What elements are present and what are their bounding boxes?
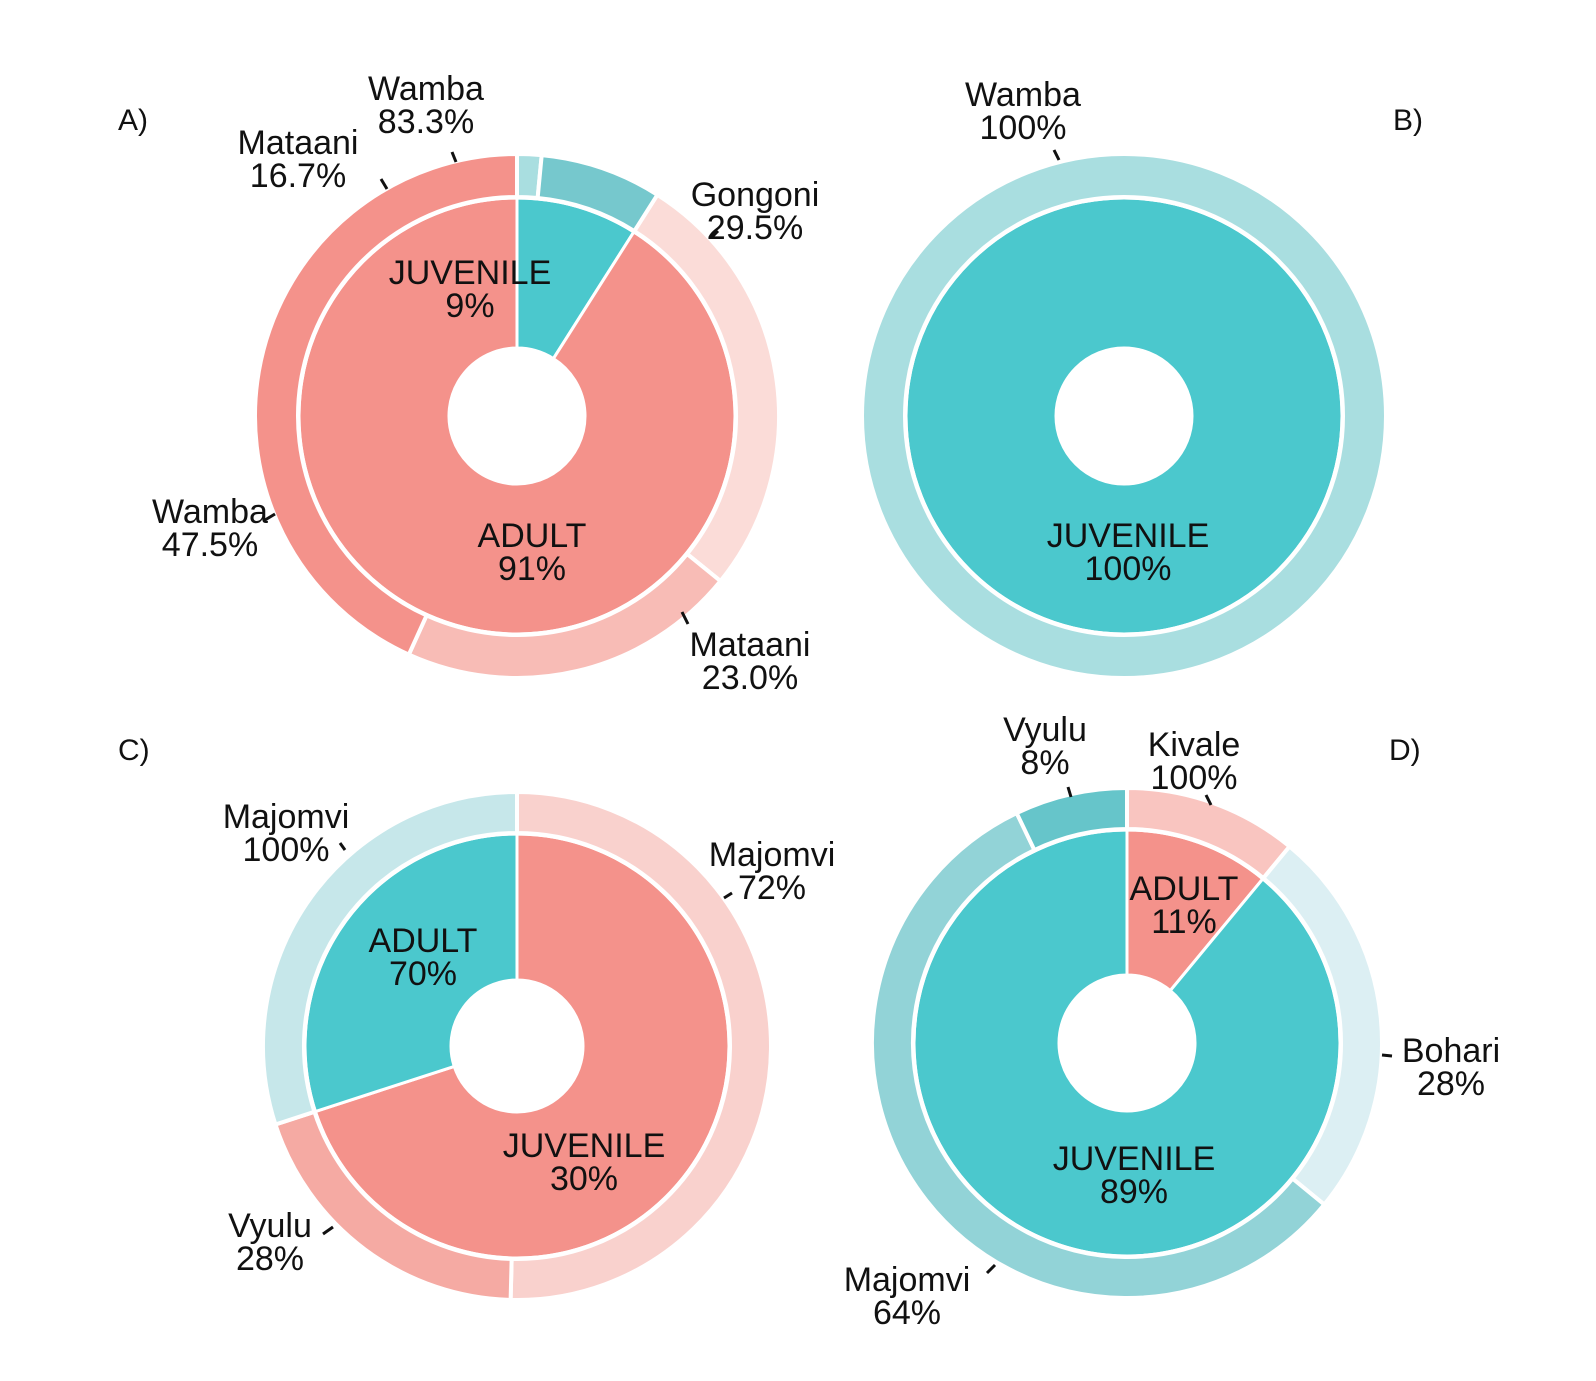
leader-tick-juvenile-mataani (379, 178, 389, 190)
inner-label-juvenile: JUVENILE 100% (1047, 517, 1210, 588)
inner-label-juvenile: JUVENILE 89% (1053, 1140, 1216, 1211)
donut-panel-a: A) JUVENILE 9% ADULT 91% Gongoni 29.5% Mataani 2… (118, 70, 819, 697)
leader-tick-adult-wamba (264, 512, 276, 522)
outer-label-adult-gongoni: Gongoni 29.5% (691, 176, 820, 247)
donut-panel-c: C) ADULT 70% JUVENILE 30% Majomvi 72% Vyulu 28% M… (118, 734, 836, 1302)
ring-separator (912, 828, 1342, 1258)
panel-letter-d: D) (1389, 734, 1421, 767)
inner-label-juvenile: JUVENILE 9% (389, 254, 552, 325)
leader-tick-adult-vyulu (322, 1225, 334, 1236)
leader-tick-adult-gongoni (710, 229, 720, 239)
inner-label-adult: ADULT 11% (1130, 870, 1239, 941)
panel-letter-a: A) (118, 104, 148, 137)
ring-separator (303, 832, 731, 1260)
ring-separator (904, 196, 1344, 636)
outer-label-adult-majomvi: Majomvi 72% (709, 836, 836, 907)
leader-tick-adult-mataani (680, 611, 690, 625)
outer-label-juvenile-bohari: Bohari 28% (1402, 1032, 1500, 1103)
panel-letter-c: C) (118, 734, 150, 767)
outer-label-juvenile-majomvi: Majomvi 64% (844, 1261, 971, 1332)
leader-tick-adult-majomvi (723, 891, 733, 900)
leader-tick-juvenile-vyulu (1066, 786, 1073, 798)
leader-tick-juvenile-majomvi (985, 1263, 997, 1275)
inner-label-adult: ADULT 70% (369, 922, 478, 993)
inner-label-adult: ADULT 91% (478, 517, 587, 588)
donut-panel-b: B) JUVENILE 100% Wamba 100% (860, 76, 1423, 681)
ring-separator (297, 196, 737, 636)
leader-tick-juvenile-bohari (1381, 1053, 1393, 1058)
outer-label-adult-kivale: Kivale 100% (1148, 726, 1241, 797)
inner-label-juvenile: JUVENILE 30% (503, 1127, 666, 1198)
outer-label-juvenile-vyulu: Vyulu 8% (1003, 711, 1087, 782)
leader-tick-juvenile-majomvi (338, 842, 347, 851)
panel-letter-b: B) (1393, 104, 1423, 137)
outer-label-adult-mataani: Mataani 23.0% (690, 626, 811, 697)
outer-label-juvenile-wamba: Wamba 100% (965, 76, 1081, 147)
outer-label-juvenile-mataani: Mataani 16.7% (238, 124, 359, 195)
donut-panel-d: D) ADULT 11% JUVENILE 89% Kivale 100% Bohari 28%… (844, 711, 1500, 1332)
leader-tick-juvenile-wamba (450, 151, 458, 163)
outer-label-juvenile-majomvi: Majomvi 100% (223, 798, 350, 869)
leader-tick-adult-kivale (1204, 794, 1213, 806)
outer-label-adult-wamba: Wamba 47.5% (152, 493, 268, 564)
outer-label-juvenile-wamba: Wamba 83.3% (368, 70, 484, 141)
outer-label-adult-vyulu: Vyulu 28% (228, 1207, 312, 1278)
leader-tick-juvenile-wamba (1052, 149, 1061, 161)
